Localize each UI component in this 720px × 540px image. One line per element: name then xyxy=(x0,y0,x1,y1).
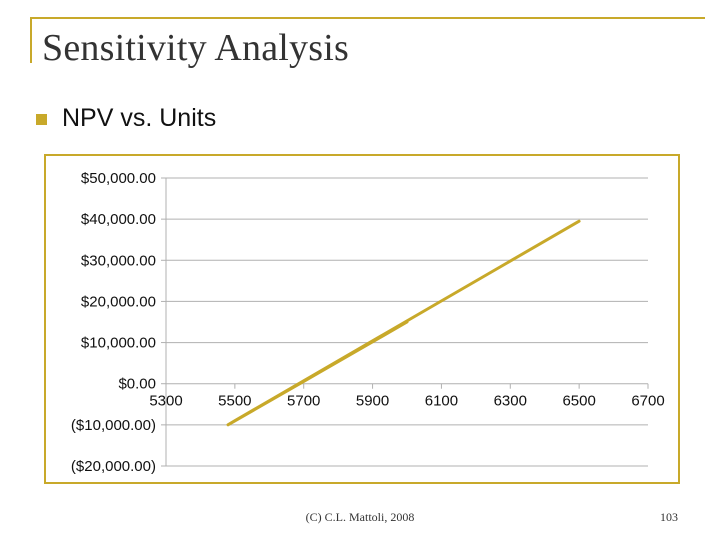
page-number: 103 xyxy=(660,510,678,524)
y-tick-label-6: ($10,000.00) xyxy=(71,417,156,434)
y-tick-label-7: ($20,000.00) xyxy=(71,458,156,475)
y-tick-label-1: $40,000.00 xyxy=(81,211,156,228)
bullet-square-icon xyxy=(36,114,47,125)
frame-top-rule xyxy=(30,17,705,19)
chart-container: $50,000.00 $40,000.00 $30,000.00 $20,000.00… xyxy=(44,154,680,484)
y-tick-label-5: $0.00 xyxy=(118,376,156,393)
slide-title: Sensitivity Analysis xyxy=(42,27,349,69)
x-tick-label-0: 5300 xyxy=(149,393,182,410)
y-tick-label-0: $50,000.00 xyxy=(81,170,156,187)
bullet-text: NPV vs. Units xyxy=(62,104,217,132)
npv-chart: $50,000.00 $40,000.00 $30,000.00 $20,000.00… xyxy=(71,170,665,475)
x-tick-label-5: 6300 xyxy=(494,393,527,410)
x-tick-label-6: 6500 xyxy=(562,393,595,410)
series-line-0 xyxy=(226,219,581,427)
footer-copyright: (C) C.L. Mattoli, 2008 xyxy=(305,510,415,524)
x-tick-label-7: 6700 xyxy=(631,393,664,410)
y-tick-label-2: $30,000.00 xyxy=(81,252,156,269)
x-tick-label-1: 5500 xyxy=(218,393,251,410)
x-tick-label-4: 6100 xyxy=(425,393,458,410)
x-tick-label-3: 5900 xyxy=(356,393,389,410)
frame-left-rule xyxy=(30,17,32,63)
y-tick-label-4: $10,000.00 xyxy=(81,335,156,352)
x-tick-label-2: 5700 xyxy=(287,393,320,410)
y-tick-label-3: $20,000.00 xyxy=(81,293,156,310)
